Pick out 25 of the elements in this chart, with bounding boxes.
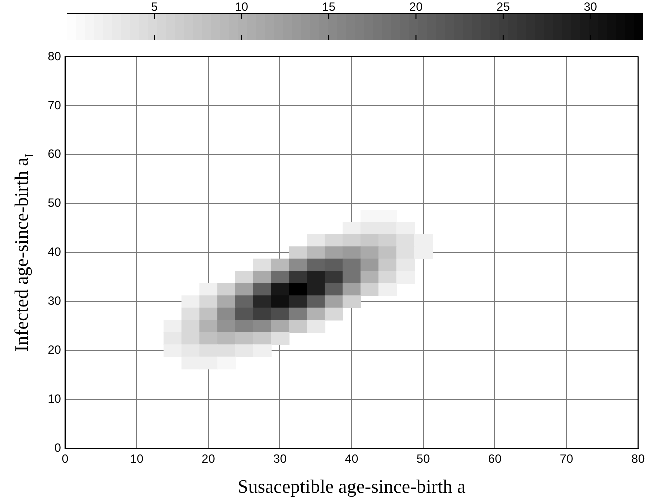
x-axis-title: Susaceptible age-since-birth a <box>238 477 466 498</box>
x-tick-label: 20 <box>202 452 216 466</box>
color-bar-label: 30 <box>584 0 598 14</box>
x-tick-label: 30 <box>274 452 288 466</box>
x-tick-label: 60 <box>488 452 502 466</box>
color-bar-label: 10 <box>235 0 249 14</box>
x-tick-label: 10 <box>130 452 144 466</box>
color-bar-label: 20 <box>410 0 424 14</box>
y-tick-label: 60 <box>48 147 62 162</box>
color-bar-label: 25 <box>496 0 510 14</box>
y-tick-label: 30 <box>48 294 62 308</box>
y-tick-label: 10 <box>48 392 62 406</box>
y-tick-label: 50 <box>48 196 62 210</box>
color-bar-label: 5 <box>151 0 158 14</box>
y-tick-label: 40 <box>48 245 62 260</box>
y-axis-title: Infected age-since-birth aI <box>12 154 37 352</box>
x-tick-label: 80 <box>632 452 646 466</box>
y-tick-label: 70 <box>48 98 62 112</box>
y-tick-label: 20 <box>48 343 62 358</box>
x-tick-label: 70 <box>560 452 574 466</box>
y-tick-label: 80 <box>48 49 62 64</box>
x-tick-label: 40 <box>345 452 359 466</box>
x-tick-label: 50 <box>416 452 430 466</box>
color-bar-label: 15 <box>322 0 336 14</box>
y-tick-label: 0 <box>54 440 62 455</box>
